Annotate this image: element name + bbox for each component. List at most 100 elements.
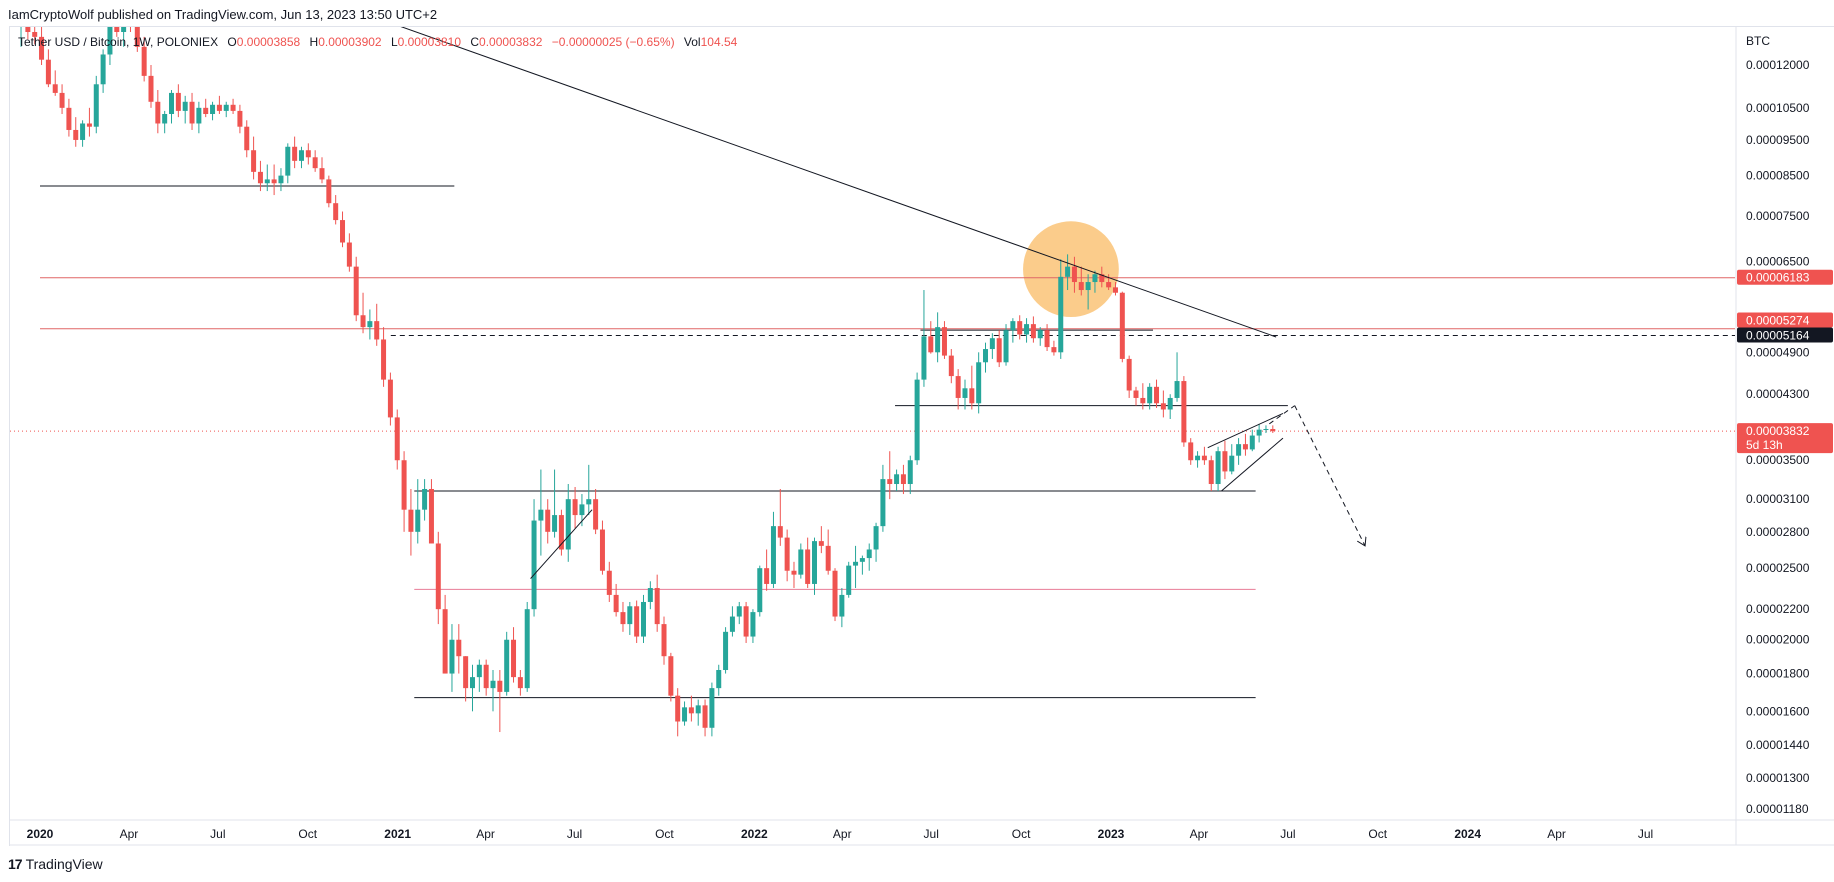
trendline-2: [1207, 412, 1284, 449]
candle-2021-07-26: [599, 520, 605, 575]
candle-body: [682, 707, 688, 722]
x-tick-label: Apr: [1190, 827, 1209, 841]
candle-2022-03-07: [818, 526, 824, 554]
candle-2022-10-17: [1037, 327, 1043, 346]
candle-2022-06-06: [907, 455, 913, 495]
y-tick-label: 0.00002000: [1746, 633, 1810, 647]
x-tick-label: 2021: [384, 827, 411, 841]
y-tick-label: 0.00001300: [1746, 771, 1810, 785]
candle-2022-01-10: [764, 549, 770, 591]
candle-2020-10-19: [326, 175, 332, 208]
candle-2020-09-21: [298, 146, 304, 169]
candle-body: [19, 20, 24, 25]
candle-2023-04-24: [1222, 440, 1228, 480]
candle-body: [1024, 324, 1030, 335]
candle-2021-11-22: [716, 664, 722, 696]
candle-2021-06-21: [565, 484, 571, 562]
candle-2020-03-16: [114, 27, 120, 37]
candle-body: [251, 150, 257, 172]
candle-2019-12-23: [32, 27, 38, 45]
candle-body: [866, 549, 872, 559]
candle-2020-10-05: [312, 150, 318, 172]
y-tick-label: 0.00002800: [1746, 525, 1810, 539]
candle-2020-08-24: [271, 164, 277, 196]
candle-body: [531, 520, 537, 610]
candle-body: [1174, 381, 1180, 398]
candle-body: [367, 321, 373, 328]
candle-body: [169, 92, 175, 115]
candle-body: [230, 104, 236, 111]
candle-body: [408, 509, 414, 532]
candle-2022-12-05: [1085, 274, 1091, 310]
candle-body: [189, 101, 195, 124]
candle-body: [203, 107, 209, 115]
chart-frame: [9, 26, 1834, 846]
candle-2022-07-25: [955, 369, 961, 410]
candle-2023-01-09: [1119, 291, 1125, 363]
candle-body: [805, 549, 811, 584]
candle-body: [524, 609, 530, 689]
candle-body: [1051, 347, 1057, 353]
candle-body: [93, 84, 99, 127]
candle-2021-05-10: [524, 601, 530, 692]
legend-close-label: C: [470, 35, 480, 49]
candle-body: [1195, 455, 1201, 461]
candle-2022-02-07: [791, 561, 797, 589]
candle-2022-09-26: [1017, 315, 1023, 340]
candle-2021-07-12: [586, 464, 592, 516]
candle-2021-04-05: [490, 670, 496, 712]
candle-2020-09-28: [305, 143, 311, 165]
candle-body: [1106, 282, 1112, 288]
candle-2022-04-18: [859, 555, 865, 575]
candle-body: [647, 588, 653, 602]
price-label-2: 0.00005164: [1737, 327, 1833, 343]
candle-2021-02-01: [428, 479, 434, 544]
candle-body: [928, 336, 934, 353]
x-tick-label: 2023: [1098, 827, 1125, 841]
x-tick-label: Apr: [120, 827, 139, 841]
candle-body: [1119, 292, 1125, 359]
candle-body: [121, 27, 127, 33]
candle-body: [894, 474, 900, 485]
publisher-line: IamCryptoWolf published on TradingView.c…: [8, 7, 438, 22]
legend-close: 0.00003832: [479, 35, 543, 49]
candle-body: [675, 695, 681, 722]
candle-2021-12-27: [750, 609, 756, 643]
candle-2021-10-11: [675, 688, 681, 737]
candle-body: [374, 321, 380, 340]
footer-brand[interactable]: 17 TradingView: [8, 856, 103, 872]
legend-symbol[interactable]: Tether USD / Bitcoin, 1W, POLONIEX: [18, 35, 219, 49]
candle-body: [257, 171, 263, 184]
candle-body: [148, 75, 154, 102]
candle-body: [401, 460, 407, 510]
candle-body: [442, 609, 448, 674]
candle-2022-10-10: [1030, 316, 1036, 343]
candle-body: [558, 515, 564, 550]
candle-body: [428, 488, 434, 544]
candle-2020-01-27: [66, 98, 72, 137]
candle-body: [1112, 287, 1118, 293]
candle-body: [750, 612, 756, 637]
candle-2021-06-28: [572, 486, 578, 529]
candle-body: [832, 570, 838, 617]
candle-2021-08-30: [634, 600, 640, 643]
candle-2022-08-29: [989, 333, 995, 359]
x-tick-label: 2020: [27, 827, 54, 841]
candle-2020-03-30: [129, 27, 131, 33]
legend-vol-label: Vol: [683, 35, 701, 49]
candle-body: [593, 499, 599, 530]
legend-open: 0.00003858: [236, 35, 301, 49]
candle-body: [353, 266, 359, 316]
x-tick-label: 2024: [1454, 827, 1481, 841]
candle-2022-06-27: [928, 321, 934, 354]
price-label-bg: [1737, 312, 1833, 328]
candle-2019-12-16: [25, 27, 31, 40]
candle-2020-12-28: [394, 409, 400, 470]
candle-body: [613, 594, 619, 613]
candle-body: [483, 664, 489, 689]
candle-body: [661, 624, 667, 657]
candle-2020-01-06: [45, 49, 51, 88]
footer-brand-name: TradingView: [25, 856, 103, 872]
candle-2020-02-24: [93, 75, 99, 134]
